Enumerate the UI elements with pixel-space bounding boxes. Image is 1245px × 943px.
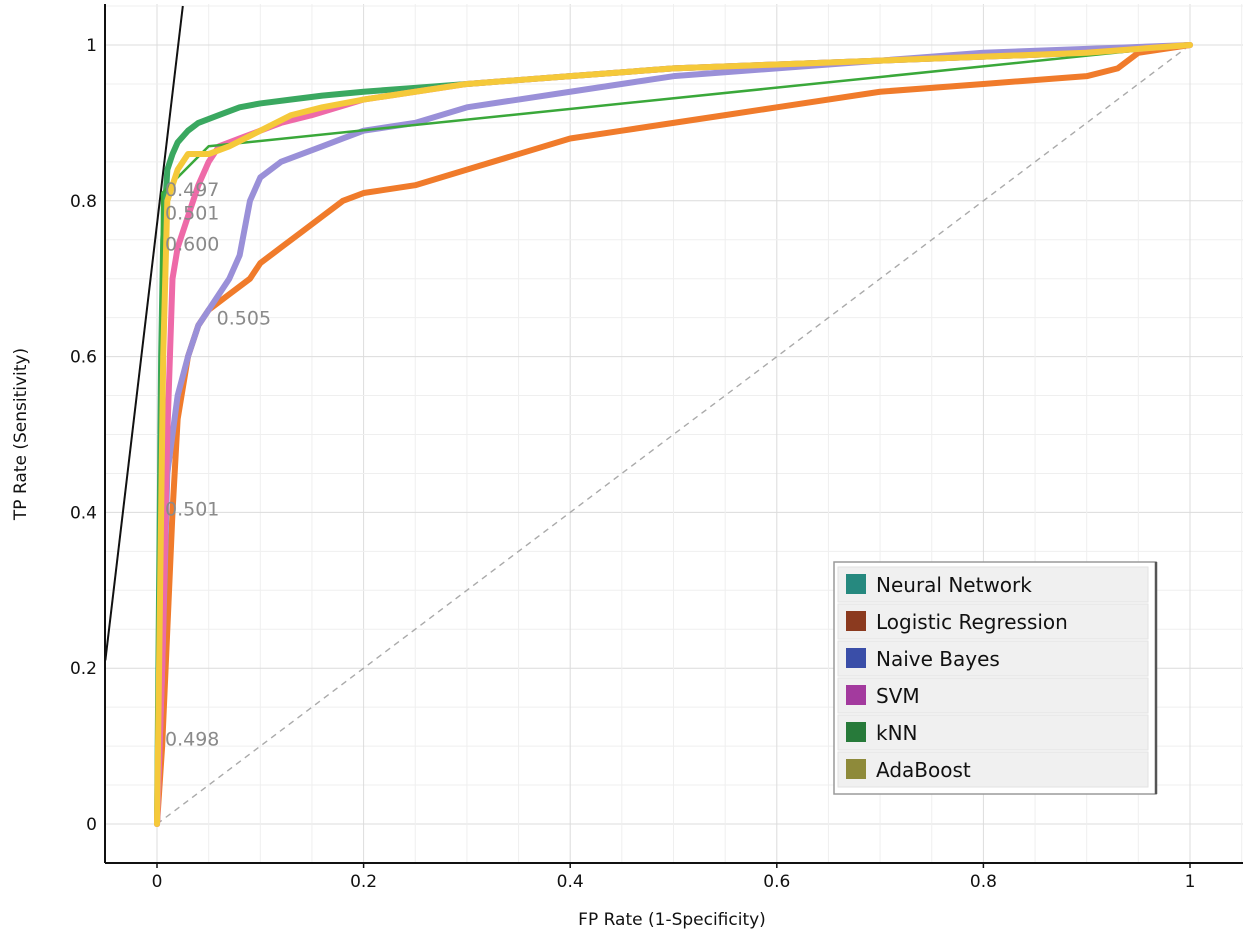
x-tick-label: 0.4 bbox=[557, 872, 584, 892]
legend-label-neural-network: Neural Network bbox=[876, 573, 1032, 597]
diagonal-reference-line bbox=[156, 44, 1191, 825]
y-tick-label: 0.6 bbox=[70, 348, 97, 368]
threshold-label: 0.501 bbox=[165, 202, 219, 224]
y-tick-label: 0.4 bbox=[70, 503, 97, 523]
y-axis-title: TP Rate (Sensitivity) bbox=[11, 348, 31, 521]
legend-item-svm[interactable] bbox=[837, 677, 1149, 714]
threshold-label: 0.600 bbox=[165, 234, 219, 256]
x-tick-label: 1 bbox=[1185, 872, 1196, 892]
legend-item-neural-network[interactable] bbox=[837, 566, 1149, 603]
threshold-label: 0.501 bbox=[165, 499, 219, 521]
series-line-naive-bayes bbox=[154, 42, 1193, 827]
legend: Neural Network Logistic Regression Naive B… bbox=[833, 561, 1158, 795]
legend-label-naive-bayes: Naive Bayes bbox=[876, 647, 1000, 671]
x-tick-label: 0.2 bbox=[350, 872, 377, 892]
legend-swatch-neural-network bbox=[846, 574, 866, 594]
legend-item-adaboost[interactable] bbox=[837, 751, 1149, 788]
reference-lines bbox=[104, 5, 1191, 825]
legend-label-knn: kNN bbox=[876, 721, 918, 745]
series-line-adaboost bbox=[154, 42, 1193, 827]
iso-performance-line bbox=[104, 5, 184, 661]
legend-item-knn[interactable] bbox=[837, 714, 1149, 751]
y-tick-label: 1 bbox=[86, 36, 97, 56]
legend-swatch-logistic-regression bbox=[846, 611, 866, 631]
threshold-label: 0.497 bbox=[165, 179, 219, 201]
y-tick-label: 0.8 bbox=[70, 192, 97, 212]
x-tick-label: 0.8 bbox=[970, 872, 997, 892]
legend-swatch-knn bbox=[846, 722, 866, 742]
legend-swatch-svm bbox=[846, 685, 866, 705]
threshold-label: 0.505 bbox=[217, 308, 271, 330]
legend-item-naive-bayes[interactable] bbox=[837, 640, 1149, 677]
series-layer bbox=[154, 42, 1193, 827]
legend-item-logistic-regression[interactable] bbox=[837, 603, 1149, 640]
threshold-label: 0.498 bbox=[165, 728, 219, 750]
legend-swatch-naive-bayes bbox=[846, 648, 866, 668]
x-tick-label: 0 bbox=[152, 872, 163, 892]
y-tick-label: 0.2 bbox=[70, 659, 97, 679]
legend-label-logistic-regression: Logistic Regression bbox=[876, 610, 1068, 634]
x-axis-title: FP Rate (1-Specificity) bbox=[578, 910, 766, 930]
legend-swatch-adaboost bbox=[846, 759, 866, 779]
axis-layer: 0 0.2 0.4 0.6 0.8 1 0 0.2 0.4 0.6 0.8 1 bbox=[70, 4, 1243, 892]
legend-label-svm: SVM bbox=[876, 684, 920, 708]
legend-label-adaboost: AdaBoost bbox=[876, 758, 971, 782]
y-tick-label: 0 bbox=[86, 815, 97, 835]
x-tick-label: 0.6 bbox=[763, 872, 790, 892]
